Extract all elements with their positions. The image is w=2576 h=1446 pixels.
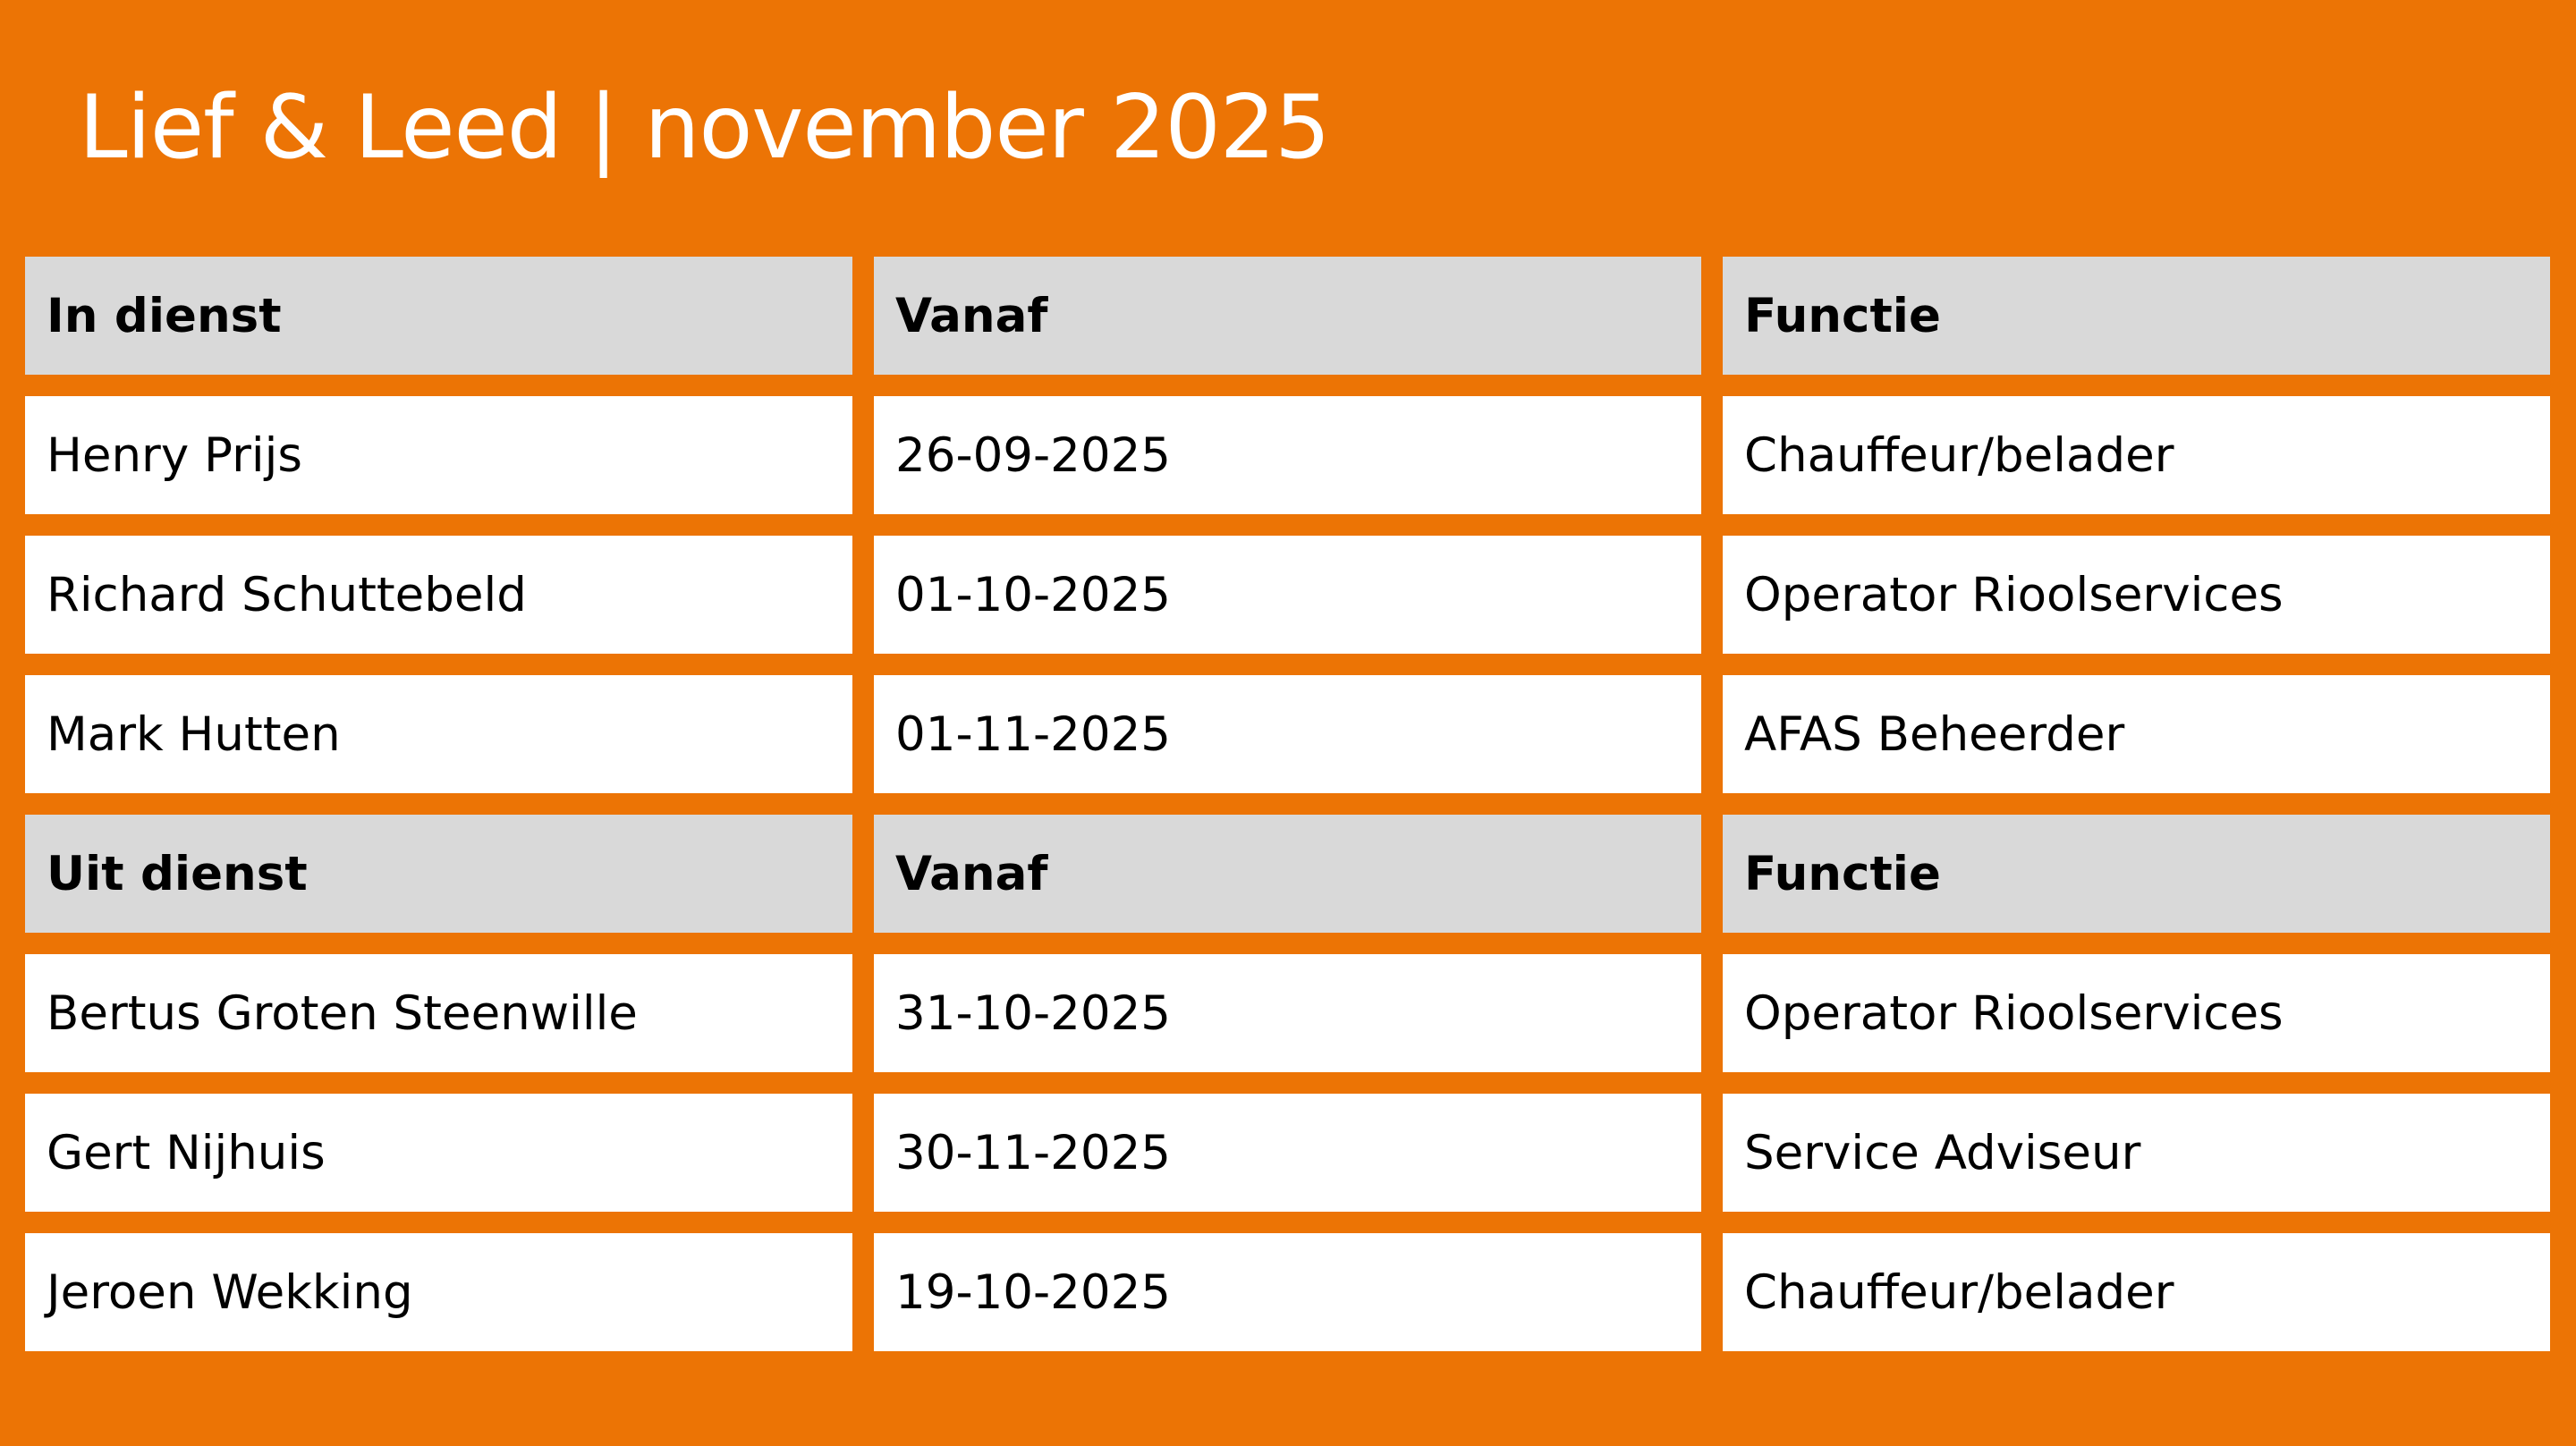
- table-header-cell: Uit dienst: [25, 815, 852, 933]
- table-header-cell: Vanaf: [874, 257, 1701, 375]
- page-title: Lief & Leed | november 2025: [79, 77, 1330, 179]
- table-cell: Chauffeur/belader: [1723, 1233, 2550, 1351]
- table-cell: Jeroen Wekking: [25, 1233, 852, 1351]
- table-cell: 30-11-2025: [874, 1094, 1701, 1212]
- table-cell: Operator Rioolservices: [1723, 954, 2550, 1072]
- table-header-cell: Functie: [1723, 815, 2550, 933]
- table-cell: Operator Rioolservices: [1723, 536, 2550, 654]
- table-cell: 01-10-2025: [874, 536, 1701, 654]
- table-header-cell: Vanaf: [874, 815, 1701, 933]
- table-cell: Chauffeur/belader: [1723, 396, 2550, 514]
- table-cell: Bertus Groten Steenwille: [25, 954, 852, 1072]
- table-cell: AFAS Beheerder: [1723, 675, 2550, 793]
- table-header-cell: In dienst: [25, 257, 852, 375]
- table-cell: Service Adviseur: [1723, 1094, 2550, 1212]
- table-cell: 26-09-2025: [874, 396, 1701, 514]
- table-header-cell: Functie: [1723, 257, 2550, 375]
- table-cell: 19-10-2025: [874, 1233, 1701, 1351]
- table-cell: Mark Hutten: [25, 675, 852, 793]
- table-cell: 01-11-2025: [874, 675, 1701, 793]
- table-cell: Gert Nijhuis: [25, 1094, 852, 1212]
- table-cell: 31-10-2025: [874, 954, 1701, 1072]
- table-cell: Henry Prijs: [25, 396, 852, 514]
- staff-table: In dienst Vanaf Functie Henry Prijs 26-09-20…: [25, 257, 2550, 1351]
- table-cell: Richard Schuttebeld: [25, 536, 852, 654]
